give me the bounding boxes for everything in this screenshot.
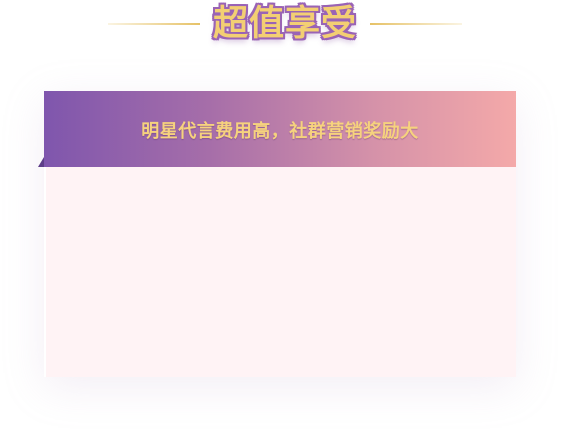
card-banner: 明星代言费用高，社群营销奖励大 [44,91,516,167]
heading-divider-left [108,23,200,25]
heading-divider-right [370,23,462,25]
section-heading: 超值享受 [0,0,564,48]
banner-fold-corner [38,157,44,167]
banner-text: 明星代言费用高，社群营销奖励大 [141,121,419,142]
benefit-card: 明星代言费用高，社群营销奖励大 [38,91,516,377]
card-content-area [46,167,516,377]
section-title: 超值享受 [212,4,357,44]
